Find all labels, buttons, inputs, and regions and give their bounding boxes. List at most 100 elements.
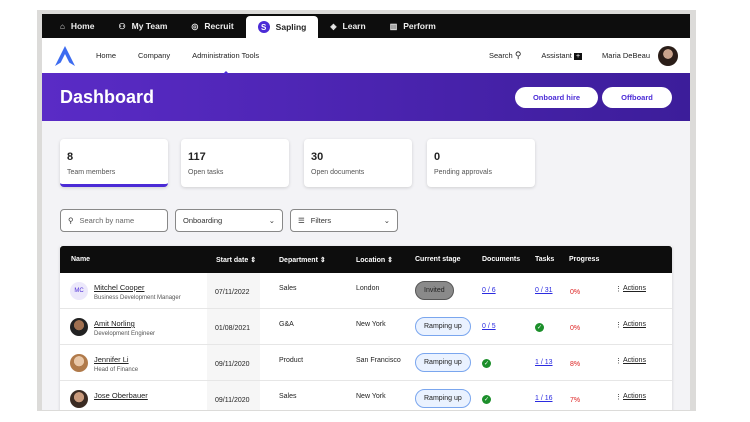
tasks-link[interactable]: 0 / 31 [535, 287, 553, 294]
employee-role: Development Engineer [94, 331, 156, 337]
location: New York [356, 393, 386, 400]
filters-select[interactable]: ☰ Filters ⌄ [290, 209, 398, 232]
user-name[interactable]: Maria DeBeau [602, 51, 650, 60]
employee-role: Business Development Manager [94, 295, 181, 301]
stage-badge: Ramping up [415, 353, 471, 372]
assistant-icon: + [573, 53, 583, 60]
stat-card-open-documents[interactable]: 30 Open documents [304, 139, 412, 187]
app-screen: ⌂ Home ⚇ My Team ◎ Recruit S Sapling ◈ Learn … [42, 14, 690, 410]
table-row: Jose Oberbauer 09/11/2020 Sales New York… [60, 381, 672, 410]
tab-recruit[interactable]: ◎ Recruit [191, 21, 234, 31]
start-date: 01/08/2021 [215, 325, 251, 332]
actions-link[interactable]: Actions [623, 321, 646, 328]
avatar [70, 318, 88, 336]
col-location[interactable]: Location ⇕ [356, 257, 393, 264]
search-icon: ⚲ [514, 50, 522, 60]
progress-value: 0% [570, 325, 581, 332]
actions-link[interactable]: Actions [623, 285, 646, 292]
department: Product [279, 357, 304, 364]
department: G&A [279, 321, 294, 328]
team-icon: ⚇ [118, 21, 126, 31]
actions-link[interactable]: Actions [623, 393, 646, 400]
tasks-link[interactable]: 1 / 16 [535, 395, 553, 402]
table-header: Name Start date ⇕ Department ⇕ Location … [60, 246, 672, 273]
location: London [356, 285, 380, 292]
more-icon[interactable]: ⋮ [615, 394, 622, 401]
stat-card-pending-approvals[interactable]: 0 Pending approvals [427, 139, 535, 187]
page-header: Dashboard Onboard hire Offboard [42, 73, 690, 121]
progress-value: 0% [570, 289, 581, 296]
documents-link[interactable]: 0 / 5 [482, 323, 496, 330]
avatar [70, 354, 88, 372]
more-icon[interactable]: ⋮ [615, 322, 622, 329]
col-name: Name [71, 256, 91, 263]
product-tabs: ⌂ Home ⚇ My Team ◎ Recruit S Sapling ◈ Learn … [42, 14, 690, 38]
avatar: MC [70, 282, 88, 300]
tab-perform[interactable]: ▥ Perform [389, 21, 436, 31]
search-icon: ⚲ [68, 216, 74, 225]
filter-icon: ☰ [298, 216, 305, 225]
assistant-button[interactable]: Assistant + [541, 51, 583, 60]
more-icon[interactable]: ⋮ [615, 358, 622, 365]
employee-name-link[interactable]: Jennifer Li [94, 355, 129, 364]
tab-home[interactable]: ⌂ Home [60, 21, 95, 31]
employee-name-link[interactable]: Jose Oberbauer [94, 391, 148, 400]
col-documents: Documents [482, 256, 521, 263]
nav-home[interactable]: Home [96, 51, 117, 60]
location: San Francisco [356, 357, 401, 364]
table-row: Amit Norling Development Engineer 01/08/… [60, 309, 672, 345]
sort-icon: ⇕ [319, 257, 326, 264]
employee-name-link[interactable]: Mitchel Cooper [94, 283, 145, 292]
employee-name-link[interactable]: Amit Norling [94, 319, 135, 328]
tab-my-team[interactable]: ⚇ My Team [118, 21, 168, 31]
complete-check-icon: ✓ [535, 323, 544, 332]
department: Sales [279, 285, 297, 292]
home-icon: ⌂ [60, 21, 65, 31]
app-logo[interactable] [54, 45, 76, 67]
search-input[interactable]: ⚲ Search by name [60, 209, 168, 232]
stat-card-team-members[interactable]: 8 Team members [60, 139, 168, 187]
col-department[interactable]: Department ⇕ [279, 257, 326, 264]
page-title: Dashboard [60, 86, 155, 107]
user-avatar[interactable] [658, 45, 678, 66]
tab-learn[interactable]: ◈ Learn [330, 21, 366, 31]
complete-check-icon: ✓ [482, 359, 491, 368]
stage-select[interactable]: Onboarding ⌄ [175, 209, 283, 232]
documents-link[interactable]: 0 / 6 [482, 287, 496, 294]
col-start-date[interactable]: Start date ⇕ [216, 257, 257, 264]
onboard-hire-button[interactable]: Onboard hire [515, 86, 598, 108]
nav-administration-tools[interactable]: Administration Tools [192, 51, 260, 60]
stat-card-open-tasks[interactable]: 117 Open tasks [181, 139, 289, 187]
stage-badge: Invited [415, 281, 454, 300]
search-button[interactable]: Search ⚲ [488, 50, 522, 60]
start-date: 09/11/2020 [215, 397, 250, 404]
main-nav: Home Company Administration Tools Search… [42, 38, 690, 73]
start-date: 09/11/2020 [215, 361, 250, 368]
start-date: 07/11/2022 [215, 289, 250, 296]
tasks-link[interactable]: 1 / 13 [535, 359, 553, 366]
avatar [70, 390, 88, 408]
col-current-stage: Current stage [415, 256, 461, 263]
actions-link[interactable]: Actions [623, 357, 646, 364]
location: New York [356, 321, 386, 328]
more-icon[interactable]: ⋮ [615, 286, 622, 293]
progress-value: 8% [570, 361, 581, 368]
stage-badge: Ramping up [415, 317, 471, 336]
complete-check-icon: ✓ [482, 395, 491, 404]
team-table: Name Start date ⇕ Department ⇕ Location … [60, 246, 672, 410]
sort-icon: ⇕ [387, 257, 393, 264]
offboard-button[interactable]: Offboard [602, 86, 672, 108]
learn-icon: ◈ [330, 21, 337, 31]
table-row: Jennifer Li Head of Finance 09/11/2020 P… [60, 345, 672, 381]
chevron-down-icon: ⌄ [383, 216, 390, 225]
employee-role: Head of Finance [94, 367, 139, 373]
nav-company[interactable]: Company [138, 51, 171, 60]
tab-sapling[interactable]: S Sapling [245, 16, 319, 38]
col-tasks: Tasks [535, 256, 555, 263]
stage-badge: Ramping up [415, 389, 471, 408]
progress-value: 7% [570, 397, 581, 404]
perform-icon: ▥ [389, 21, 398, 31]
chevron-down-icon: ⌄ [268, 216, 275, 225]
col-progress: Progress [569, 256, 600, 263]
sapling-logo-icon: S [257, 21, 270, 33]
